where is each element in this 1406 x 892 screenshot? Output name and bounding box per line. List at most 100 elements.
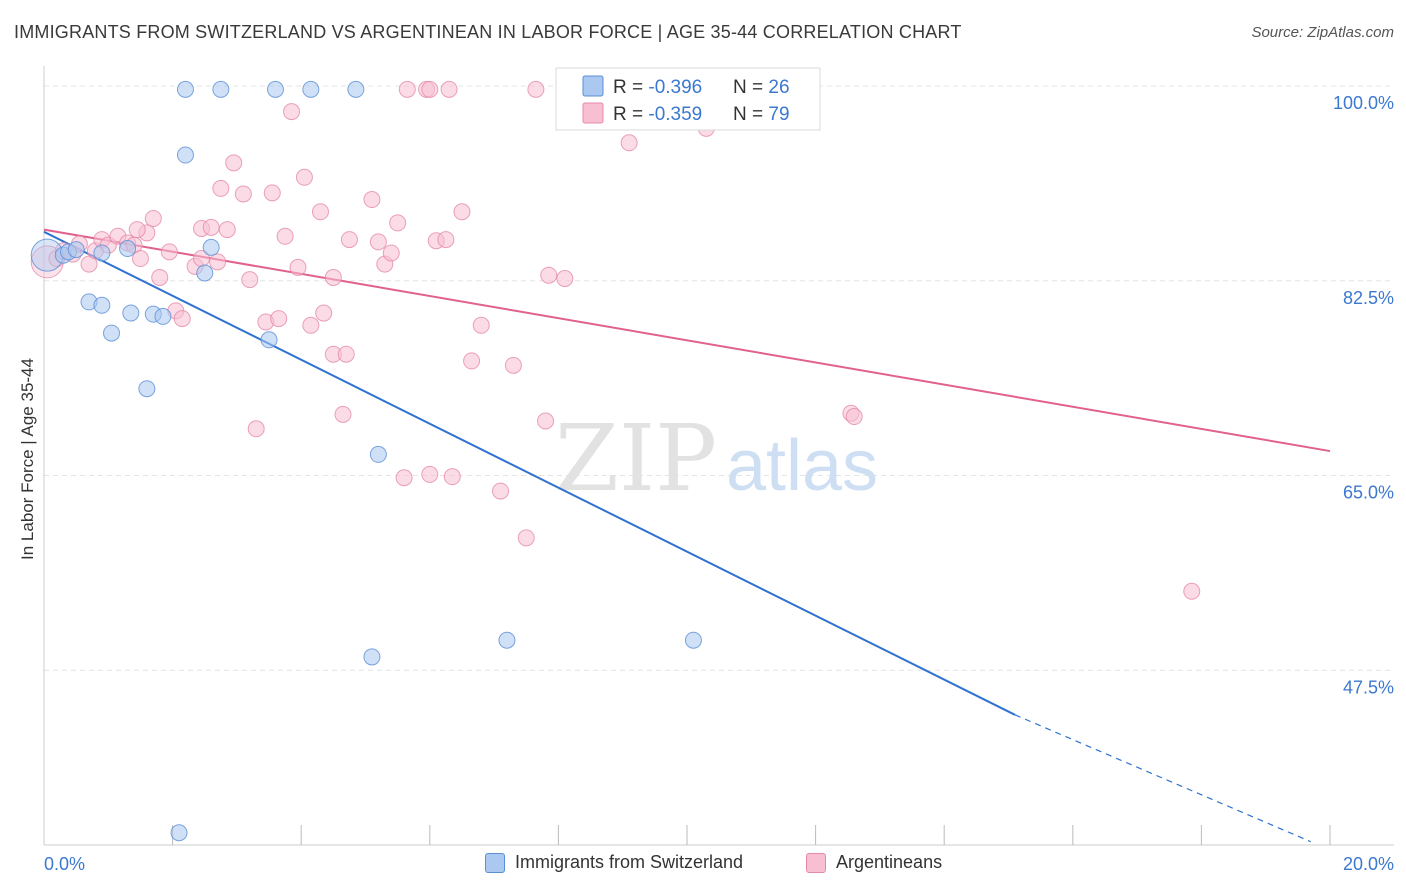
point-switzerland-19 <box>498 631 516 649</box>
source-label: Source: ZipAtlas.com <box>1251 24 1394 41</box>
svg-text:R = -0.359: R = -0.359 <box>613 104 702 125</box>
point-argentineans-56 <box>453 203 471 221</box>
point-argentineans-63 <box>540 266 558 284</box>
point-argentineans-38 <box>302 316 320 334</box>
point-switzerland-4 <box>93 244 111 262</box>
point-argentineans-40 <box>315 304 333 322</box>
stats-swatch-switzerland <box>582 75 604 97</box>
point-argentineans-70 <box>398 80 416 98</box>
legend-label-switzerland: Immigrants from Switzerland <box>515 852 744 872</box>
point-switzerland-24 <box>266 80 284 98</box>
watermark: ZIP atlas <box>555 405 878 512</box>
point-argentineans-24 <box>209 253 227 271</box>
trendline-argentineans <box>43 228 1331 453</box>
point-argentineans-62 <box>537 412 555 430</box>
point-argentineans-61 <box>517 529 535 547</box>
point-argentineans-26 <box>218 221 236 239</box>
stats-r-value-2: -0.359 <box>648 104 702 125</box>
point-argentineans-42 <box>324 268 342 286</box>
legend-swatch-argentineans <box>806 852 826 873</box>
point-argentineans-15 <box>128 221 146 239</box>
point-argentineans-36 <box>289 258 307 276</box>
point-argentineans-68 <box>845 408 863 426</box>
point-switzerland-18 <box>363 648 381 666</box>
point-switzerland-16 <box>260 331 278 349</box>
point-switzerland-17 <box>369 445 387 463</box>
point-argentineans-32 <box>263 184 281 202</box>
point-switzerland-21 <box>170 824 188 842</box>
point-argentineans-27 <box>225 154 243 172</box>
point-argentineans-74 <box>421 80 439 98</box>
point-argentineans-57 <box>463 352 481 370</box>
point-argentineans-55 <box>443 468 461 486</box>
point-argentineans-34 <box>276 227 294 245</box>
point-argentineans-25 <box>212 179 230 197</box>
point-switzerland-22 <box>176 80 194 98</box>
point-switzerland-25 <box>302 80 320 98</box>
point-switzerland-13 <box>176 146 194 164</box>
y-tick-label-3: 47.5% <box>1343 677 1394 697</box>
point-argentineans-50 <box>389 214 407 232</box>
point-argentineans-35 <box>283 103 301 121</box>
point-switzerland-12 <box>138 380 156 398</box>
point-argentineans-52 <box>421 465 439 483</box>
stats-n-label-2: N = <box>733 104 768 125</box>
bottom-legend: Immigrants from Switzerland Argentineans <box>0 850 1406 880</box>
stats-swatch-argentineans <box>582 102 604 124</box>
watermark-atlas: atlas <box>726 426 878 506</box>
point-argentineans-33 <box>270 310 288 328</box>
point-switzerland-20 <box>684 631 702 649</box>
grid-lines <box>44 85 1394 671</box>
legend-item-argentineans[interactable]: Argentineans <box>806 852 942 873</box>
point-switzerland-5 <box>119 240 137 258</box>
point-argentineans-45 <box>340 231 358 249</box>
point-argentineans-43 <box>337 345 355 363</box>
point-argentineans-65 <box>620 134 638 152</box>
point-argentineans-29 <box>241 271 259 289</box>
point-argentineans-23 <box>202 218 220 236</box>
y-tick-label-1: 82.5% <box>1343 288 1394 308</box>
chart-title: IMMIGRANTS FROM SWITZERLAND VS ARGENTINE… <box>14 22 962 42</box>
svg-text:N = 26: N = 26 <box>733 77 790 98</box>
point-argentineans-46 <box>363 191 381 209</box>
trend-lines <box>43 228 1331 843</box>
point-argentineans-47 <box>369 233 387 251</box>
trendline-switzerland-extension <box>1014 714 1311 843</box>
watermark-zip: ZIP <box>555 405 717 512</box>
point-switzerland-15 <box>196 264 214 282</box>
point-argentineans-51 <box>395 469 413 487</box>
x-tick-label-1: 20.0% <box>1343 854 1394 874</box>
point-switzerland-3 <box>67 241 85 259</box>
point-argentineans-19 <box>173 310 191 328</box>
point-switzerland-7 <box>93 296 111 314</box>
point-argentineans-58 <box>472 316 490 334</box>
svg-text:R = -0.396: R = -0.396 <box>613 77 702 98</box>
point-switzerland-26 <box>347 80 365 98</box>
point-argentineans-59 <box>492 482 510 500</box>
point-switzerland-11 <box>103 324 121 342</box>
x-tick-label-0: 0.0% <box>44 854 85 874</box>
y-tick-label-2: 65.0% <box>1343 483 1394 503</box>
legend-swatch-switzerland <box>485 852 505 873</box>
point-argentineans-30 <box>247 420 265 438</box>
stats-r-value-1: -0.396 <box>648 77 702 98</box>
stats-n-value-1: 26 <box>768 77 789 98</box>
point-argentineans-39 <box>311 203 329 221</box>
svg-text:N = 79: N = 79 <box>733 104 790 125</box>
legend-item-switzerland[interactable]: Immigrants from Switzerland <box>485 852 743 873</box>
legend-label-argentineans: Argentineans <box>836 852 943 872</box>
data-points <box>30 80 1201 842</box>
point-argentineans-49 <box>382 244 400 262</box>
trendline-switzerland <box>43 230 1016 716</box>
point-argentineans-44 <box>334 405 352 423</box>
point-switzerland-10 <box>154 307 172 325</box>
point-argentineans-17 <box>160 243 178 261</box>
point-argentineans-14 <box>144 209 162 227</box>
y-tick-labels: 100.0% 82.5% 65.0% 47.5% <box>1333 93 1394 697</box>
point-switzerland-23 <box>212 80 230 98</box>
point-argentineans-37 <box>295 168 313 186</box>
point-argentineans-73 <box>527 80 545 98</box>
point-argentineans-28 <box>234 185 252 203</box>
stats-n-label-1: N = <box>733 77 768 98</box>
